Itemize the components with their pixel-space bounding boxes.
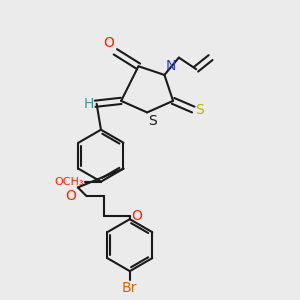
Text: N: N bbox=[166, 59, 176, 74]
Text: Br: Br bbox=[122, 281, 137, 295]
Text: S: S bbox=[195, 103, 203, 116]
Text: OCH₃: OCH₃ bbox=[54, 177, 84, 187]
Text: H: H bbox=[83, 97, 94, 111]
Text: O: O bbox=[131, 209, 142, 223]
Text: O: O bbox=[65, 189, 76, 203]
Text: S: S bbox=[148, 114, 157, 128]
Text: O: O bbox=[103, 36, 114, 50]
